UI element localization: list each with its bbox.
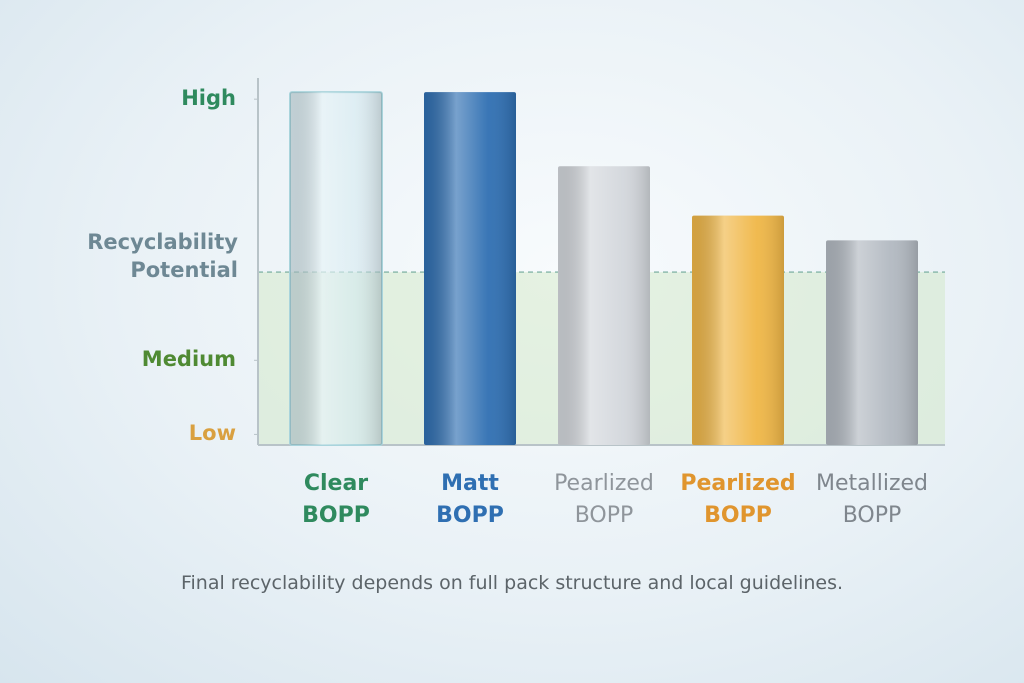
- x-tick-label: Pearlized BOPP: [680, 471, 796, 528]
- bar-shine: [290, 92, 382, 445]
- x-tick-label: Metallized BOPP: [815, 471, 928, 528]
- bar-shine: [558, 166, 650, 445]
- x-tick-label: Matt BOPP: [436, 471, 504, 528]
- bar-shine: [692, 215, 784, 445]
- bar-shine: [424, 92, 516, 445]
- y-tick-label: High: [181, 86, 236, 111]
- footnote: Final recyclability depends on full pack…: [180, 572, 844, 594]
- bar-shine: [826, 240, 918, 445]
- x-tick-label: Pearlized BOPP: [554, 471, 654, 528]
- y-tick-label: Low: [188, 421, 236, 446]
- x-tick-label: Clear BOPP: [302, 471, 370, 528]
- y-axis-title: Recyclability Potential: [87, 230, 238, 282]
- y-tick-label: Medium: [141, 347, 236, 372]
